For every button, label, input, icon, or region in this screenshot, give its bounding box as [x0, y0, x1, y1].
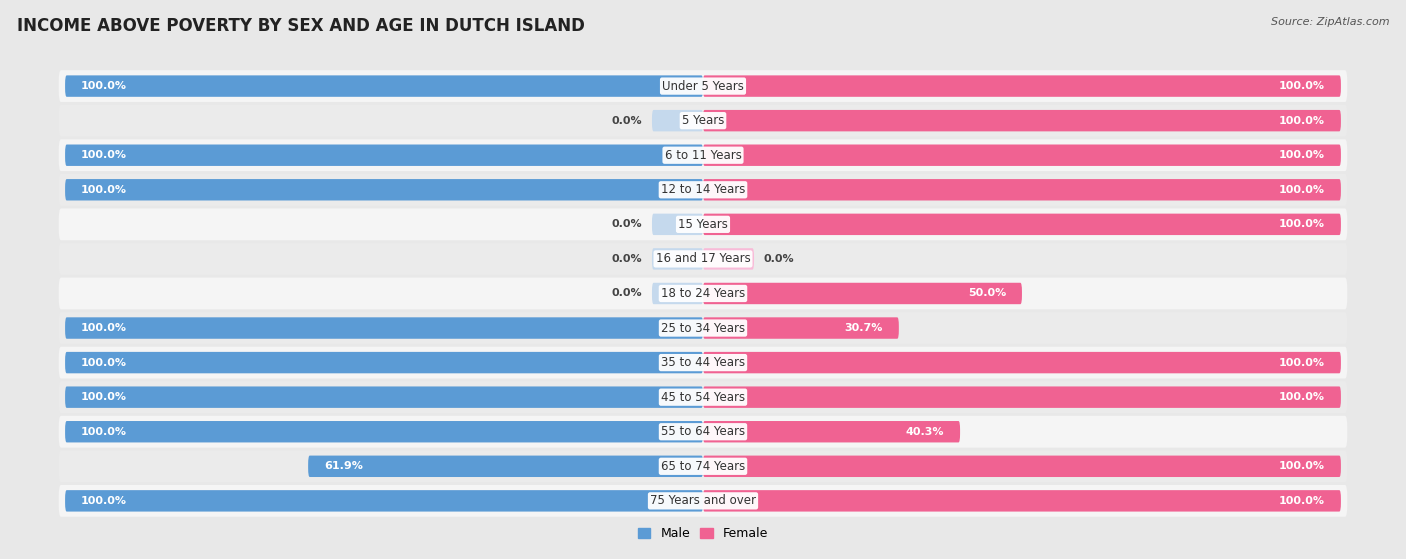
FancyBboxPatch shape [59, 174, 1347, 206]
Text: 0.0%: 0.0% [763, 254, 794, 264]
FancyBboxPatch shape [65, 352, 703, 373]
Text: INCOME ABOVE POVERTY BY SEX AND AGE IN DUTCH ISLAND: INCOME ABOVE POVERTY BY SEX AND AGE IN D… [17, 17, 585, 35]
FancyBboxPatch shape [703, 490, 1341, 511]
Text: 12 to 14 Years: 12 to 14 Years [661, 183, 745, 196]
Text: 100.0%: 100.0% [1279, 185, 1324, 195]
Text: 55 to 64 Years: 55 to 64 Years [661, 425, 745, 438]
FancyBboxPatch shape [703, 456, 1341, 477]
FancyBboxPatch shape [703, 386, 1341, 408]
Text: 15 Years: 15 Years [678, 218, 728, 231]
FancyBboxPatch shape [59, 451, 1347, 482]
Text: 0.0%: 0.0% [612, 288, 643, 299]
Text: 6 to 11 Years: 6 to 11 Years [665, 149, 741, 162]
Text: 5 Years: 5 Years [682, 114, 724, 127]
FancyBboxPatch shape [703, 179, 1341, 201]
FancyBboxPatch shape [703, 75, 1341, 97]
Text: 100.0%: 100.0% [82, 323, 127, 333]
Text: 0.0%: 0.0% [612, 254, 643, 264]
Text: 18 to 24 Years: 18 to 24 Years [661, 287, 745, 300]
FancyBboxPatch shape [65, 421, 703, 442]
Text: 100.0%: 100.0% [82, 392, 127, 402]
Text: 45 to 54 Years: 45 to 54 Years [661, 391, 745, 404]
Text: 100.0%: 100.0% [1279, 358, 1324, 368]
Text: 100.0%: 100.0% [82, 150, 127, 160]
Text: 40.3%: 40.3% [905, 427, 945, 437]
Text: 100.0%: 100.0% [1279, 496, 1324, 506]
FancyBboxPatch shape [65, 75, 703, 97]
FancyBboxPatch shape [652, 110, 703, 131]
FancyBboxPatch shape [59, 243, 1347, 275]
Text: 100.0%: 100.0% [1279, 392, 1324, 402]
FancyBboxPatch shape [59, 416, 1347, 448]
FancyBboxPatch shape [59, 485, 1347, 517]
FancyBboxPatch shape [652, 214, 703, 235]
FancyBboxPatch shape [652, 283, 703, 304]
FancyBboxPatch shape [59, 278, 1347, 309]
FancyBboxPatch shape [65, 145, 703, 166]
FancyBboxPatch shape [59, 139, 1347, 171]
Text: 25 to 34 Years: 25 to 34 Years [661, 321, 745, 334]
Text: 100.0%: 100.0% [82, 185, 127, 195]
Text: 75 Years and over: 75 Years and over [650, 494, 756, 508]
FancyBboxPatch shape [703, 421, 960, 442]
FancyBboxPatch shape [703, 214, 1341, 235]
Text: 100.0%: 100.0% [82, 496, 127, 506]
Text: 100.0%: 100.0% [1279, 219, 1324, 229]
FancyBboxPatch shape [59, 381, 1347, 413]
Text: 100.0%: 100.0% [82, 81, 127, 91]
Text: 100.0%: 100.0% [82, 427, 127, 437]
Text: 50.0%: 50.0% [967, 288, 1007, 299]
Text: 16 and 17 Years: 16 and 17 Years [655, 253, 751, 266]
FancyBboxPatch shape [703, 318, 898, 339]
FancyBboxPatch shape [59, 105, 1347, 136]
FancyBboxPatch shape [59, 347, 1347, 378]
Text: 61.9%: 61.9% [325, 461, 363, 471]
FancyBboxPatch shape [65, 318, 703, 339]
FancyBboxPatch shape [308, 456, 703, 477]
FancyBboxPatch shape [652, 248, 703, 269]
FancyBboxPatch shape [703, 352, 1341, 373]
Text: 100.0%: 100.0% [1279, 150, 1324, 160]
FancyBboxPatch shape [65, 386, 703, 408]
Text: 35 to 44 Years: 35 to 44 Years [661, 356, 745, 369]
Text: Source: ZipAtlas.com: Source: ZipAtlas.com [1271, 17, 1389, 27]
Text: 0.0%: 0.0% [612, 219, 643, 229]
FancyBboxPatch shape [703, 248, 754, 269]
Text: 100.0%: 100.0% [1279, 461, 1324, 471]
FancyBboxPatch shape [703, 110, 1341, 131]
Text: 100.0%: 100.0% [1279, 81, 1324, 91]
FancyBboxPatch shape [65, 490, 703, 511]
FancyBboxPatch shape [703, 283, 1022, 304]
Text: 0.0%: 0.0% [612, 116, 643, 126]
FancyBboxPatch shape [59, 70, 1347, 102]
FancyBboxPatch shape [65, 179, 703, 201]
Text: 100.0%: 100.0% [1279, 116, 1324, 126]
FancyBboxPatch shape [59, 209, 1347, 240]
FancyBboxPatch shape [59, 312, 1347, 344]
Text: Under 5 Years: Under 5 Years [662, 79, 744, 93]
FancyBboxPatch shape [703, 145, 1341, 166]
Text: 30.7%: 30.7% [845, 323, 883, 333]
Legend: Male, Female: Male, Female [633, 522, 773, 546]
Text: 65 to 74 Years: 65 to 74 Years [661, 460, 745, 473]
Text: 100.0%: 100.0% [82, 358, 127, 368]
